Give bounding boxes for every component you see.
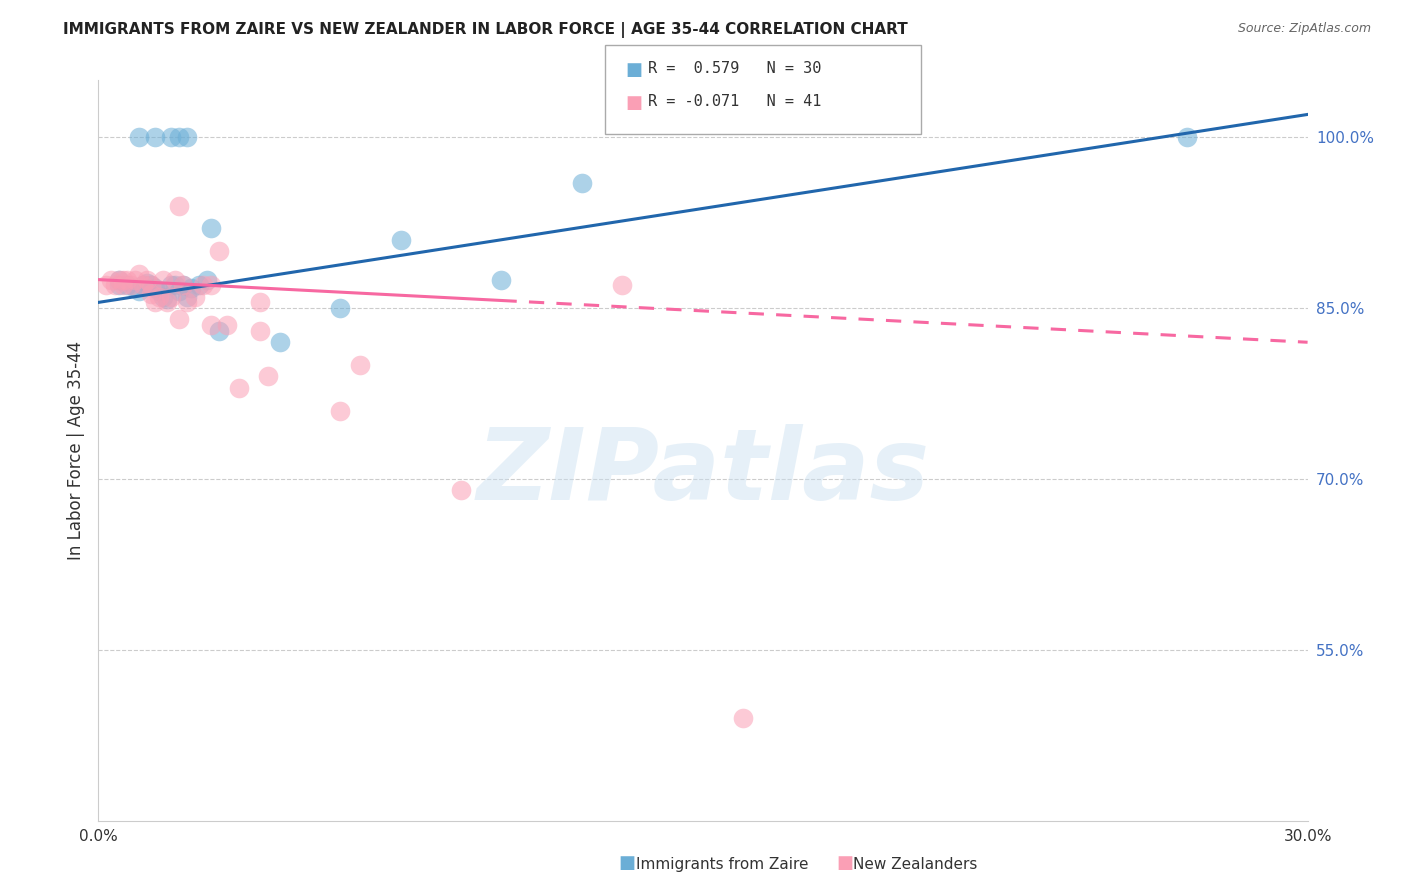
Point [450,483,472,498]
Point [156,295,179,310]
Point [132,278,155,293]
Text: ■: ■ [619,855,636,872]
Point [208,244,231,259]
Point [491,272,513,286]
Point [184,290,207,304]
Point [200,318,222,333]
Point [256,369,278,384]
Y-axis label: In Labor Force | Age 35-44: In Labor Force | Age 35-44 [66,341,84,560]
Point [135,276,157,290]
Point [152,290,174,304]
Point [107,278,129,293]
Point [176,290,198,304]
Point [188,278,211,293]
Point [156,292,179,306]
Point [249,295,271,310]
Point [167,284,190,298]
Point [172,278,194,293]
Point [733,711,755,725]
Point [195,272,218,286]
Point [228,381,250,395]
Point [143,295,166,310]
Text: ■: ■ [626,61,643,78]
Point [180,280,202,294]
Text: New Zealanders: New Zealanders [853,857,977,872]
Point [111,272,134,286]
Point [128,284,150,298]
Text: ■: ■ [837,855,853,872]
Point [612,278,634,293]
Point [217,318,239,333]
Text: R = -0.071   N = 41: R = -0.071 N = 41 [648,94,821,109]
Point [139,278,162,293]
Point [111,278,134,293]
Point [163,272,186,286]
Point [571,176,593,190]
Text: R =  0.579   N = 30: R = 0.579 N = 30 [648,61,821,76]
Point [167,312,190,326]
Point [124,272,146,286]
Text: IMMIGRANTS FROM ZAIRE VS NEW ZEALANDER IN LABOR FORCE | AGE 35-44 CORRELATION CH: IMMIGRANTS FROM ZAIRE VS NEW ZEALANDER I… [63,22,908,38]
Point [96,278,118,293]
Point [148,284,170,298]
Point [103,278,125,293]
Point [167,198,190,212]
Point [148,290,170,304]
Point [163,278,186,293]
Text: ■: ■ [626,94,643,112]
Point [167,130,190,145]
Point [200,221,222,235]
Point [329,301,352,315]
Point [193,278,215,293]
Point [160,130,183,145]
Point [128,130,150,145]
Point [176,295,198,310]
Point [208,324,231,338]
Point [172,278,194,293]
Point [143,130,166,145]
Point [115,272,138,286]
Point [329,403,352,417]
Point [1175,130,1198,145]
Point [128,267,150,281]
Point [389,233,412,247]
Point [152,272,174,286]
Point [115,278,138,293]
Point [269,335,291,350]
Point [124,280,146,294]
Point [139,278,162,293]
Point [143,280,166,294]
Point [120,278,142,293]
Point [349,358,371,372]
Point [100,272,122,286]
Point [176,130,198,145]
Point [135,272,157,286]
Point [200,278,222,293]
Point [160,290,183,304]
Point [107,272,129,286]
Point [139,287,162,301]
Point [107,272,129,286]
Point [132,278,155,293]
Text: ZIPatlas: ZIPatlas [477,425,929,521]
Point [249,324,271,338]
Point [160,278,183,293]
Text: Immigrants from Zaire: Immigrants from Zaire [636,857,808,872]
Text: Source: ZipAtlas.com: Source: ZipAtlas.com [1237,22,1371,36]
